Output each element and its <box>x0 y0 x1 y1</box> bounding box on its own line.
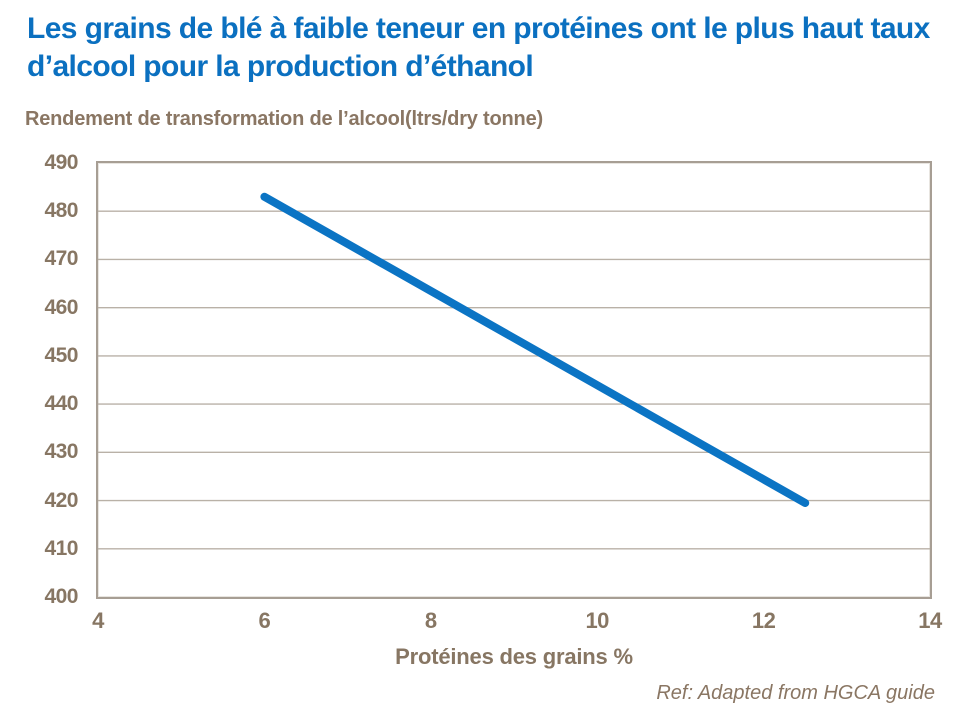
x-tick-label: 8 <box>424 608 437 633</box>
y-tick-label: 420 <box>44 488 78 512</box>
y-tick-label: 410 <box>44 536 78 560</box>
x-axis-title: Protéines des grains % <box>395 644 633 669</box>
y-tick-label: 470 <box>44 247 78 271</box>
y-tick-label: 450 <box>44 343 78 367</box>
y-tick-label: 430 <box>44 440 78 464</box>
line-chart <box>98 192 930 550</box>
x-tick-label: 14 <box>918 608 942 633</box>
x-tick-label: 10 <box>585 608 609 633</box>
x-tick-label: 12 <box>751 608 776 633</box>
plot-area <box>96 161 932 599</box>
data-line <box>260 192 810 507</box>
reference-note: Ref: Adapted from HGCA guide <box>656 682 935 704</box>
x-tick-label: 6 <box>258 608 271 633</box>
y-tick-label: 460 <box>44 295 78 319</box>
chart-title: Les grains de blé à faible teneur en pro… <box>27 12 930 83</box>
y-tick-label: 440 <box>44 392 78 416</box>
y-tick-label: 490 <box>44 151 78 174</box>
y-tick-label: 400 <box>44 585 78 608</box>
chart-subtitle: Rendement de transformation de l’alcool(… <box>25 108 543 130</box>
x-tick-label: 4 <box>92 608 104 633</box>
y-tick-label: 480 <box>44 199 78 223</box>
